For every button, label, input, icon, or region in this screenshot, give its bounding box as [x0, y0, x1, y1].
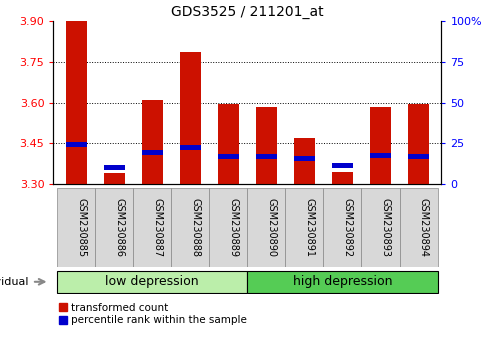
Legend: transformed count, percentile rank within the sample: transformed count, percentile rank withi… — [59, 303, 246, 325]
Bar — [293, 156, 314, 161]
FancyBboxPatch shape — [209, 188, 247, 267]
FancyBboxPatch shape — [285, 188, 323, 267]
Bar — [369, 153, 390, 158]
Bar — [407, 104, 428, 184]
Text: GSM230886: GSM230886 — [114, 198, 124, 257]
Bar — [65, 21, 87, 184]
Bar — [332, 172, 352, 184]
Text: individual: individual — [0, 277, 28, 287]
Bar — [369, 107, 390, 184]
Text: GSM230889: GSM230889 — [228, 198, 238, 257]
Text: GSM230887: GSM230887 — [152, 198, 162, 257]
Text: high depression: high depression — [292, 275, 392, 288]
Text: GSM230893: GSM230893 — [380, 198, 390, 257]
Bar — [332, 162, 352, 167]
Bar — [180, 145, 200, 150]
Text: GSM230885: GSM230885 — [76, 198, 86, 257]
Text: GSM230892: GSM230892 — [342, 198, 352, 257]
Bar — [256, 154, 276, 159]
Bar — [256, 107, 276, 184]
FancyBboxPatch shape — [57, 188, 95, 267]
Text: GSM230891: GSM230891 — [304, 198, 314, 257]
Title: GDS3525 / 211201_at: GDS3525 / 211201_at — [171, 5, 323, 19]
FancyBboxPatch shape — [133, 188, 171, 267]
Bar — [217, 154, 238, 159]
Text: GSM230888: GSM230888 — [190, 198, 200, 257]
Bar — [104, 173, 124, 184]
Bar — [217, 104, 238, 184]
Bar — [407, 154, 428, 159]
FancyBboxPatch shape — [247, 188, 285, 267]
FancyBboxPatch shape — [57, 271, 247, 293]
FancyBboxPatch shape — [95, 188, 133, 267]
Bar — [65, 142, 87, 147]
Bar — [141, 100, 162, 184]
Text: GSM230894: GSM230894 — [418, 198, 428, 257]
FancyBboxPatch shape — [399, 188, 437, 267]
FancyBboxPatch shape — [361, 188, 399, 267]
FancyBboxPatch shape — [247, 271, 437, 293]
Bar — [104, 165, 124, 170]
Bar — [180, 52, 200, 184]
Bar — [293, 138, 314, 184]
FancyBboxPatch shape — [171, 188, 209, 267]
Bar — [141, 150, 162, 155]
Text: GSM230890: GSM230890 — [266, 198, 276, 257]
Text: low depression: low depression — [105, 275, 198, 288]
FancyBboxPatch shape — [323, 188, 361, 267]
